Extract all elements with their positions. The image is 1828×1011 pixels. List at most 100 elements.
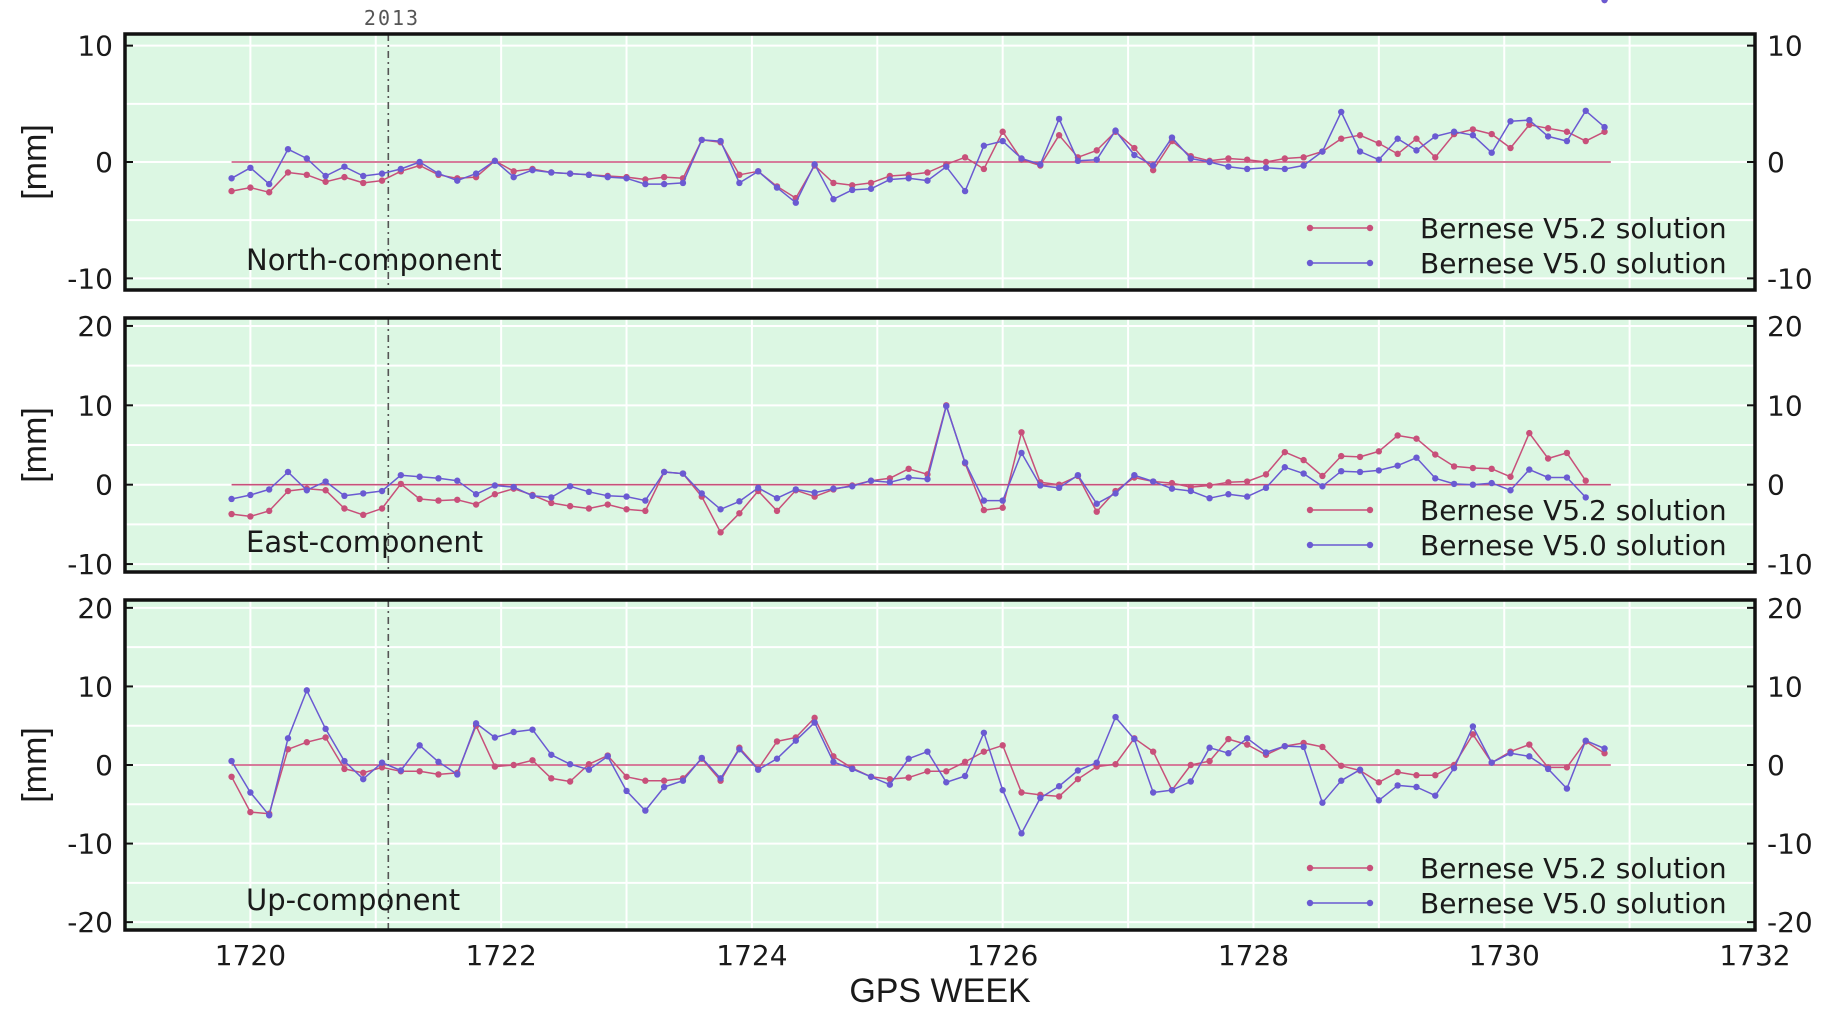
data-point-v50 [491,482,499,489]
data-point-v52 [1338,452,1345,460]
data-point-v50 [980,729,988,736]
data-point-v52 [886,775,894,783]
data-point-v52 [1149,166,1157,174]
data-point-v50 [660,468,668,476]
y-tick-label: 0 [95,146,113,179]
data-point-v52 [623,773,630,780]
data-point-v50 [228,495,235,503]
data-point-v50 [566,170,574,177]
data-point-v50 [1544,133,1552,140]
data-point-v52 [1450,463,1458,470]
data-point-v50 [811,161,818,168]
data-point-v50 [1338,108,1345,116]
data-point-v50 [1243,165,1251,173]
data-point-v50 [228,757,235,765]
data-point-v52 [1319,472,1326,480]
data-point-v50 [1469,723,1477,730]
data-point-v50 [1131,151,1138,159]
data-point-v50 [1055,783,1063,790]
data-point-v52 [548,775,555,782]
data-point-v50 [660,783,668,791]
data-point-v50 [1526,116,1533,124]
data-point-v52 [284,169,292,176]
data-point-v50 [303,487,311,494]
data-point-v52 [510,761,517,769]
data-point-v50 [1450,480,1458,488]
data-point-v50 [1243,493,1251,500]
y-tick-label: -20 [67,906,113,939]
data-point-v50 [1281,742,1289,750]
data-point-v50 [265,180,273,188]
data-point-v52 [999,504,1006,511]
y-axis-label: [mm] [16,407,54,483]
data-point-v50 [228,175,235,182]
y-tick-label: 10 [77,389,113,422]
data-point-v50 [999,137,1006,145]
data-point-v50 [623,175,630,182]
data-point-v52 [341,765,348,773]
data-point-v50 [1112,713,1119,721]
data-point-v52 [642,777,649,784]
data-point-v50 [247,491,254,499]
legend-swatch-point [1366,864,1374,872]
data-point-v52 [228,773,235,780]
y-tick-label-right: 0 [1767,146,1785,179]
data-point-v52 [378,177,386,184]
data-point-v50 [1544,474,1552,481]
data-point-v52 [1507,473,1514,480]
data-point-v50 [322,725,329,733]
data-point-v50 [717,506,724,513]
data-point-v50 [698,754,705,762]
data-point-v50 [660,180,668,188]
y-tick-label: 10 [77,670,113,703]
data-point-v52 [1432,451,1439,458]
data-point-v50 [1187,778,1194,785]
data-point-v52 [1375,779,1383,786]
data-point-v52 [529,757,536,764]
data-point-v52 [1488,465,1495,473]
legend-entry: Bernese V5.2 solution [1420,494,1727,527]
data-point-v52 [1432,154,1439,161]
legend-swatch-point [1366,541,1374,549]
data-point-v52 [604,501,611,508]
y-tick-label: 20 [77,592,113,625]
data-point-v50 [980,142,988,149]
data-point-v52 [1356,132,1364,139]
data-point-v52 [1375,448,1383,455]
data-point-v50 [1563,137,1571,145]
data-point-v50 [1187,487,1194,495]
data-point-v50 [1488,759,1495,766]
data-point-v50 [322,478,329,485]
data-point-v52 [1526,429,1533,437]
data-point-v50 [1018,449,1025,457]
data-point-v50 [604,753,611,760]
data-point-v50 [454,477,461,484]
data-point-v50 [1187,155,1194,162]
data-point-v52 [416,495,423,503]
data-point-v52 [999,128,1006,135]
data-point-v50 [679,777,687,784]
data-point-v50 [642,807,649,814]
data-point-v52 [961,154,969,161]
series-line-v50 [230,689,1605,835]
data-point-v50 [1432,792,1439,799]
data-point-v50 [1018,155,1025,162]
data-point-v50 [1375,467,1383,474]
data-point-v52 [454,496,461,503]
data-point-v50 [1055,115,1063,123]
y-tick-label-right: -10 [1767,828,1813,861]
y-tick-label-right: 10 [1767,389,1803,422]
data-point-v50 [980,497,988,504]
data-point-v50 [1563,785,1571,792]
data-point-v50 [1037,161,1044,168]
data-point-v52 [1488,130,1495,138]
data-point-v52 [1394,432,1401,439]
data-point-v52 [1582,477,1589,484]
y-tick-label: 0 [95,469,113,502]
data-point-v52 [924,169,931,176]
data-point-v50 [811,719,818,726]
y-tick-label: 20 [77,310,113,343]
data-point-v52 [1563,764,1571,771]
data-point-v52 [322,734,329,741]
data-point-v50 [472,491,480,498]
